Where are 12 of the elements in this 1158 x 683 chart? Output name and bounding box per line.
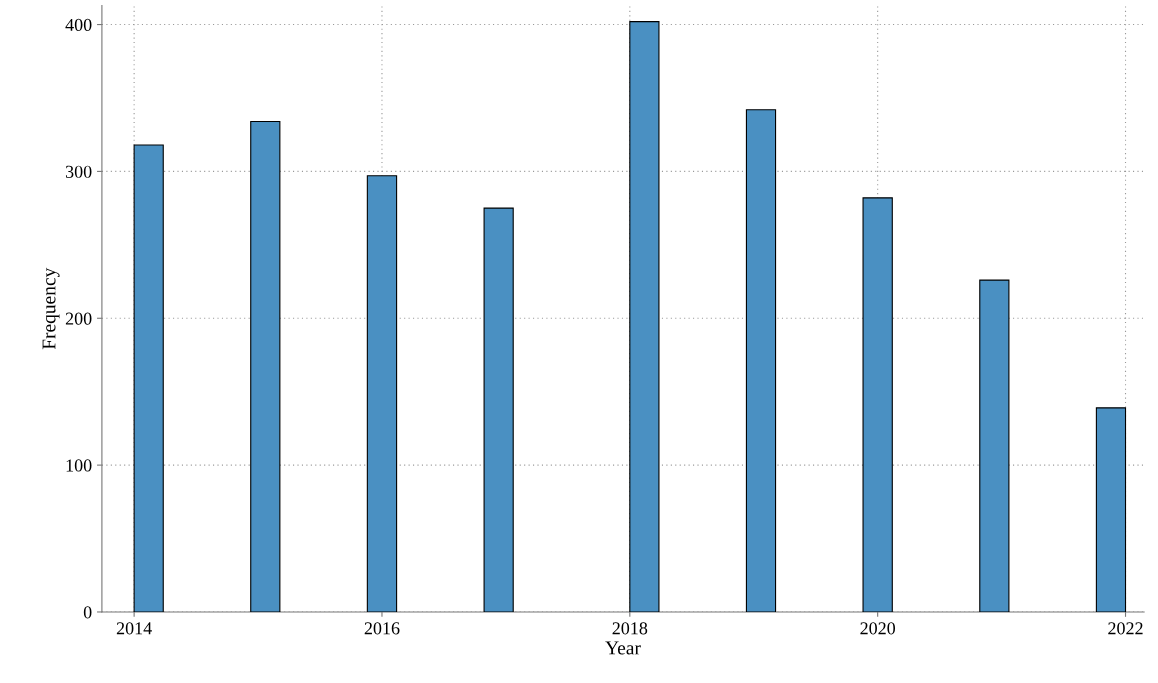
x-tick-label: 2014	[116, 622, 152, 635]
x-tick-label: 2020	[860, 622, 896, 635]
x-tick-label: 2018	[612, 622, 648, 635]
x-tick-label: 2016	[364, 622, 400, 635]
y-axis-title: Frequency	[42, 267, 60, 350]
x-tick-label: 2022	[1108, 622, 1143, 635]
y-tick-label: 200	[65, 312, 92, 325]
y-tick-label: 100	[66, 459, 92, 472]
y-tick-label: 400	[65, 18, 92, 31]
y-tick-label: 300	[65, 165, 92, 178]
x-axis-title: Year	[605, 641, 641, 655]
y-tick-label: 0	[83, 606, 92, 619]
